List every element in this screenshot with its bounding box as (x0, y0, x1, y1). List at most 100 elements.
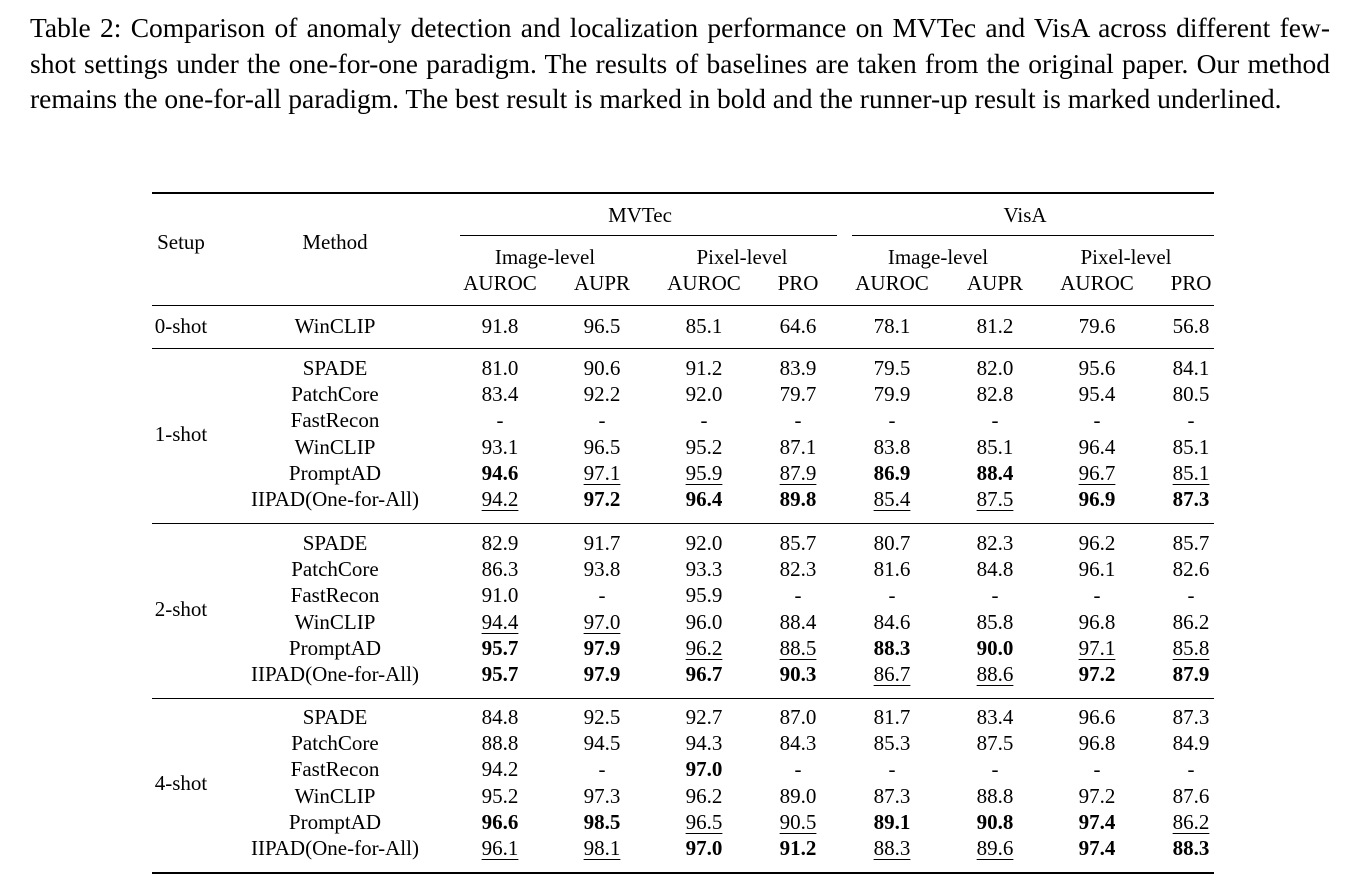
value-cell: 94.3 (685, 731, 723, 756)
value-cell: 79.9 (873, 382, 911, 407)
value-cell: 95.2 (685, 434, 723, 459)
value-cell: 79.5 (873, 356, 911, 380)
value-cell: 84.1 (1172, 356, 1210, 380)
value-cell: 95.7 (481, 635, 519, 660)
value-cell: 88.4 (779, 609, 817, 634)
value-cell: 88.3 (1172, 836, 1210, 860)
method-cell: FastRecon (290, 583, 380, 608)
value-cell: 80.7 (873, 531, 911, 555)
value-cell: 96.4 (685, 487, 723, 511)
method-cell: SPADE (302, 531, 368, 555)
value-cell: 88.4 (976, 460, 1014, 485)
value-cell: 85.4 (873, 487, 911, 511)
value-cell: 85.7 (1172, 531, 1210, 555)
value-cell: - (1093, 757, 1101, 782)
value-cell: 94.6 (481, 460, 519, 485)
value-cell: 89.0 (779, 783, 817, 808)
value-cell: - (888, 583, 896, 608)
value-cell: 81.0 (481, 356, 519, 380)
value-cell: 85.3 (873, 731, 911, 756)
value-cell: 95.4 (1078, 382, 1116, 407)
value-cell: 86.9 (873, 460, 911, 485)
value-cell: 56.8 (1172, 314, 1210, 338)
value-cell: 88.3 (873, 836, 911, 860)
value-cell: 95.7 (481, 662, 519, 686)
value-cell: 96.0 (685, 609, 723, 634)
value-cell: 84.8 (481, 705, 519, 729)
method-cell: WinCLIP (294, 609, 376, 634)
method-cell: IIPAD(One-for-All) (251, 836, 419, 860)
value-cell: 92.0 (685, 531, 723, 555)
value-cell: 89.6 (976, 836, 1014, 860)
value-cell: 86.2 (1172, 609, 1210, 634)
value-cell: 85.7 (779, 531, 817, 555)
value-cell: 82.9 (481, 531, 519, 555)
value-cell: 85.1 (1172, 460, 1210, 485)
value-cell: 87.6 (1172, 783, 1210, 808)
value-cell: 86.3 (481, 557, 519, 582)
value-cell: 97.9 (583, 662, 621, 686)
setup-label: 0-shot (154, 314, 208, 338)
value-cell: 91.2 (685, 356, 723, 380)
value-cell: 98.1 (583, 836, 621, 860)
value-cell: 87.9 (779, 460, 817, 485)
value-cell: 97.0 (685, 836, 723, 860)
metric-header: AUROC (1060, 271, 1134, 295)
value-cell: 81.2 (976, 314, 1014, 338)
method-cell: SPADE (302, 705, 368, 729)
value-cell: 83.4 (976, 705, 1014, 729)
method-cell: PatchCore (291, 382, 379, 407)
dataset-header-visa: VisA (1003, 203, 1047, 227)
group-rule-2 (152, 523, 1214, 524)
level-header-visa-pixel: Pixel-level (1080, 245, 1172, 269)
value-cell: 84.9 (1172, 731, 1210, 756)
value-cell: 95.6 (1078, 356, 1116, 380)
value-cell: 97.1 (583, 460, 621, 485)
value-cell: 96.8 (1078, 731, 1116, 756)
value-cell: - (1093, 408, 1101, 433)
value-cell: 84.6 (873, 609, 911, 634)
value-cell: 84.3 (779, 731, 817, 756)
value-cell: - (794, 757, 802, 782)
value-cell: 96.7 (1078, 460, 1116, 485)
value-cell: - (598, 408, 606, 433)
value-cell: 90.3 (779, 662, 817, 686)
value-cell: 88.5 (779, 635, 817, 660)
method-cell: FastRecon (290, 757, 380, 782)
value-cell: 91.0 (481, 583, 519, 608)
method-cell: WinCLIP (294, 783, 376, 808)
setup-label: 4-shot (154, 770, 208, 795)
value-cell: 79.6 (1078, 314, 1116, 338)
method-cell: PromptAD (288, 809, 382, 834)
visa-cmidrule (852, 235, 1214, 236)
value-cell: 96.5 (583, 314, 621, 338)
value-cell: 88.3 (873, 635, 911, 660)
value-cell: 96.2 (685, 635, 723, 660)
header-rule (152, 305, 1214, 306)
value-cell: 97.9 (583, 635, 621, 660)
method-cell: IIPAD(One-for-All) (251, 487, 419, 511)
value-cell: 80.5 (1172, 382, 1210, 407)
value-cell: 92.0 (685, 382, 723, 407)
value-cell: 92.5 (583, 705, 621, 729)
value-cell: 97.2 (583, 487, 621, 511)
value-cell: 87.3 (873, 783, 911, 808)
value-cell: - (1187, 583, 1195, 608)
value-cell: 96.5 (685, 809, 723, 834)
value-cell: 85.1 (976, 434, 1014, 459)
value-cell: 89.1 (873, 809, 911, 834)
value-cell: 90.5 (779, 809, 817, 834)
value-cell: 88.8 (976, 783, 1014, 808)
value-cell: 96.1 (481, 836, 519, 860)
value-cell: 97.3 (583, 783, 621, 808)
method-header: Method (302, 230, 368, 254)
value-cell: 87.3 (1172, 705, 1210, 729)
metric-header: AUROC (667, 271, 741, 295)
value-cell: - (794, 408, 802, 433)
value-cell: 83.8 (873, 434, 911, 459)
value-cell: 92.2 (583, 382, 621, 407)
value-cell: 81.6 (873, 557, 911, 582)
value-cell: 97.4 (1078, 836, 1116, 860)
value-cell: 85.8 (1172, 635, 1210, 660)
value-cell: 95.9 (685, 583, 723, 608)
